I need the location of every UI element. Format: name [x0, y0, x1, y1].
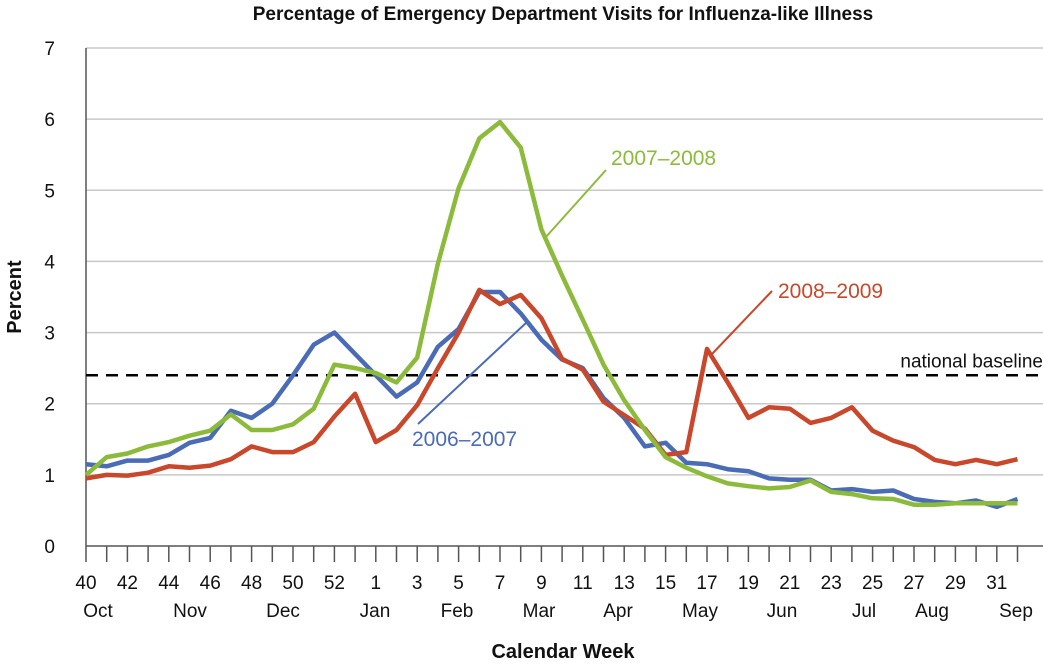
month-label: Jan	[360, 601, 391, 622]
series-line-2008-2009	[85, 287, 1019, 481]
y-tick-label: 7	[44, 39, 55, 60]
y-tick-label: 2	[44, 395, 55, 416]
x-tick-label: 46	[200, 573, 221, 594]
series-lines	[84, 119, 1019, 510]
y-tick-label: 0	[44, 537, 55, 558]
national-baseline-label: national baseline	[900, 351, 1043, 372]
x-tick-label: 9	[536, 573, 547, 594]
month-label: Mar	[523, 601, 556, 622]
series-label: 2007–2008	[611, 147, 716, 170]
series-labels: 2006–2007 2007–2008 2008–2009	[412, 147, 883, 451]
x-tick-label: 29	[945, 573, 966, 594]
month-label: Feb	[441, 601, 474, 622]
series-line-2007-2008	[84, 119, 1018, 507]
x-tick-label: 3	[412, 573, 423, 594]
month-label: Sep	[999, 601, 1033, 622]
x-tick-label: 21	[779, 573, 800, 594]
y-tick-label: 3	[44, 324, 55, 345]
month-label: May	[682, 601, 718, 622]
x-axis-ticks: 40 42 44 46 48 50 52 1 3 5 7 9 11 13 15 17 19 21 23 25 27 29 3…	[75, 546, 1033, 622]
month-label: Apr	[603, 601, 633, 622]
chart-title: Percentage of Emergency Department Visit…	[253, 4, 874, 25]
y-tick-label: 4	[44, 252, 55, 273]
y-axis-ticks: 0 1 2 3 4 5 6 7	[44, 39, 55, 558]
x-tick-label: 5	[453, 573, 464, 594]
y-axis-label: Percent	[4, 260, 26, 334]
y-tick-label: 6	[44, 110, 55, 131]
x-tick-label: 11	[573, 573, 593, 594]
x-tick-label: 7	[495, 573, 506, 594]
x-tick-label: 23	[821, 573, 842, 594]
month-label: Aug	[915, 601, 949, 622]
series-label: 2008–2009	[778, 280, 883, 303]
x-axis-label: Calendar Week	[491, 641, 635, 663]
x-tick-label: 40	[75, 573, 96, 594]
x-tick-label: 52	[324, 573, 345, 594]
x-tick-label: 15	[655, 573, 676, 594]
series-line-2006-2007	[85, 289, 1019, 510]
x-tick-label: 17	[696, 573, 717, 594]
month-label: Jul	[852, 601, 876, 622]
x-tick-label: 27	[903, 573, 924, 594]
month-label: Oct	[83, 601, 113, 622]
y-tick-label: 5	[44, 181, 55, 202]
y-tick-label: 1	[44, 466, 55, 487]
gridlines	[85, 47, 1043, 547]
x-tick-label: 31	[986, 573, 1007, 594]
x-tick-label: 1	[371, 573, 382, 594]
x-tick-label: 42	[117, 573, 138, 594]
x-tick-label: 13	[614, 573, 635, 594]
x-tick-label: 25	[862, 573, 883, 594]
x-tick-label: 50	[282, 573, 303, 594]
month-label: Jun	[767, 601, 798, 622]
month-label: Dec	[266, 601, 300, 622]
series-label-leader	[417, 321, 528, 425]
series-label-leader	[711, 290, 773, 355]
x-tick-label: 19	[738, 573, 759, 594]
month-label: Nov	[173, 601, 207, 622]
series-label-leader	[544, 169, 607, 239]
series-label: 2006–2007	[412, 428, 517, 451]
x-tick-label: 44	[158, 573, 180, 594]
x-tick-label: 48	[241, 573, 262, 594]
